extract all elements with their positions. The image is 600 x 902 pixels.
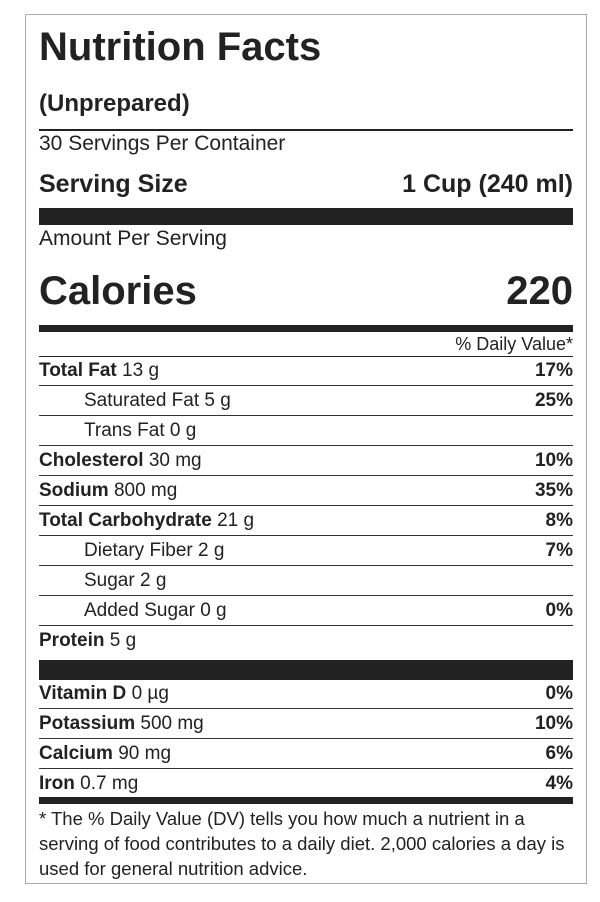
nutrient-amount: 0 µg <box>131 683 169 704</box>
daily-value: 4% <box>545 773 573 794</box>
nutrient-row: Calcium 90 mg 6% <box>39 739 573 769</box>
serving-size: Serving Size 1 Cup (240 ml) <box>39 170 573 198</box>
nutrient-amount: 90 mg <box>118 743 172 764</box>
daily-value: 10% <box>534 450 573 471</box>
nutrient: Added Sugar 0 g <box>39 596 227 625</box>
nutrient: Potassium 500 mg <box>39 709 204 738</box>
nutrient: Trans Fat 0 g <box>39 416 196 445</box>
calories-value: 220 <box>506 269 573 313</box>
nutrient: Vitamin D 0 µg <box>39 679 169 708</box>
nutrient-name: Total Carbohydrate <box>39 510 212 531</box>
nutrient-name: Total Fat <box>39 360 117 381</box>
nutrient-name: Dietary Fiber 2 g <box>84 540 225 561</box>
nutrient: Cholesterol 30 mg <box>39 446 202 475</box>
nutrient-name: Potassium <box>39 713 136 734</box>
divider <box>39 356 573 357</box>
nutrient-name: Added Sugar 0 g <box>84 600 227 621</box>
nutrient-row: Cholesterol 30 mg 10% <box>39 446 573 476</box>
nutrient: Sodium 800 mg <box>39 476 177 505</box>
nutrient-name: Saturated Fat 5 g <box>84 390 231 411</box>
nutrient-row: Iron 0.7 mg 4% <box>39 769 573 799</box>
thick-divider <box>39 208 573 225</box>
medium-divider <box>39 325 573 332</box>
nutrient-name: Vitamin D <box>39 683 127 704</box>
nutrient-row: Vitamin D 0 µg 0% <box>39 679 573 709</box>
daily-value: 35% <box>534 480 573 501</box>
daily-value-header: % Daily Value* <box>455 334 573 354</box>
daily-value: 17% <box>534 360 573 381</box>
nutrient-amount: 500 mg <box>140 713 204 734</box>
nutrient-row: Potassium 500 mg 10% <box>39 709 573 739</box>
subtitle: (Unprepared) <box>39 90 190 117</box>
nutrient: Protein 5 g <box>39 626 136 656</box>
nutrient-name: Protein <box>39 630 105 651</box>
nutrient-row: Saturated Fat 5 g 25% <box>39 386 573 416</box>
nutrient: Sugar 2 g <box>39 566 166 595</box>
nutrient-row: Dietary Fiber 2 g 7% <box>39 536 573 566</box>
nutrition-label: Nutrition Facts (Unprepared) 30 Servings… <box>25 14 587 884</box>
divider <box>39 129 573 131</box>
nutrient-name: Iron <box>39 773 75 794</box>
serving-size-label: Serving Size <box>39 170 188 198</box>
nutrient: Iron 0.7 mg <box>39 769 138 799</box>
nutrient-name: Trans Fat 0 g <box>84 420 197 441</box>
daily-value: 25% <box>534 390 573 411</box>
calories-label: Calories <box>39 269 197 313</box>
footnote: * The % Daily Value (DV) tells you how m… <box>39 808 565 879</box>
nutrient: Dietary Fiber 2 g <box>39 536 224 565</box>
amount-per-serving: Amount Per Serving <box>39 227 227 250</box>
daily-value: 10% <box>534 713 573 734</box>
nutrient-amount: 5 g <box>109 630 137 651</box>
nutrient: Total Carbohydrate 21 g <box>39 506 254 535</box>
daily-value: 8% <box>545 510 573 531</box>
serving-size-value: 1 Cup (240 ml) <box>402 170 573 198</box>
daily-value: 6% <box>545 743 573 764</box>
nutrient-row: Sugar 2 g <box>39 566 573 596</box>
nutrient: Calcium 90 mg <box>39 739 171 768</box>
nutrient: Saturated Fat 5 g <box>39 386 231 415</box>
nutrient-amount: 0.7 mg <box>80 773 139 794</box>
nutrient-row: Protein 5 g <box>39 626 573 656</box>
nutrient-row: Trans Fat 0 g <box>39 416 573 446</box>
nutrient-row: Total Fat 13 g 17% <box>39 356 573 386</box>
nutrient-amount: 30 mg <box>148 450 202 471</box>
calories: Calories 220 <box>39 268 573 314</box>
nutrient-name: Sugar 2 g <box>84 570 167 591</box>
title: Nutrition Facts <box>39 25 322 69</box>
medium-divider <box>39 797 573 804</box>
nutrient-row: Sodium 800 mg 35% <box>39 476 573 506</box>
nutrient-amount: 13 g <box>122 360 160 381</box>
nutrient-name: Calcium <box>39 743 113 764</box>
nutrient-name: Cholesterol <box>39 450 144 471</box>
servings: 30 Servings Per Container <box>39 132 286 155</box>
nutrient-amount: 800 mg <box>113 480 178 501</box>
nutrient: Total Fat 13 g <box>39 356 159 385</box>
nutrient-row: Total Carbohydrate 21 g 8% <box>39 506 573 536</box>
nutrient-amount: 21 g <box>217 510 255 531</box>
daily-value: 0% <box>545 600 573 621</box>
daily-value: 7% <box>545 540 573 561</box>
nutrient-row: Added Sugar 0 g 0% <box>39 596 573 626</box>
thick-divider <box>39 660 573 680</box>
daily-value: 0% <box>545 683 573 704</box>
nutrient-name: Sodium <box>39 480 109 501</box>
